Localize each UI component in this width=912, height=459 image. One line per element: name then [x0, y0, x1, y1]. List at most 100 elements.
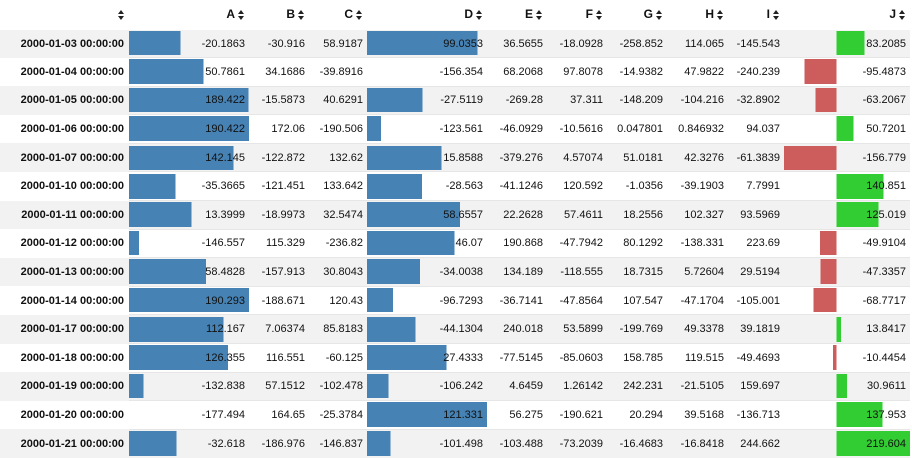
cell-value: 7.7991: [746, 180, 780, 193]
cell-value: 189.422: [205, 94, 245, 107]
sort-icon[interactable]: [536, 9, 543, 20]
cell-value: -49.4693: [736, 351, 780, 364]
cell-value: -95.4873: [862, 65, 906, 78]
cell-e: -41.1246: [487, 171, 547, 201]
cell-value: -190.621: [559, 409, 603, 422]
sort-icon[interactable]: [899, 9, 906, 20]
cell-value: 190.293: [205, 294, 245, 307]
cell-e: -46.0929: [487, 114, 547, 144]
cell-c: 32.5474: [309, 200, 367, 230]
cell-g: -1.0356: [607, 171, 667, 201]
row-index-label: 2000-01-12 00:00:00: [20, 237, 124, 250]
column-header-c[interactable]: C: [309, 0, 367, 30]
cell-f: -118.555: [547, 257, 607, 287]
sort-icon[interactable]: [118, 9, 125, 20]
cell-value: -25.3784: [319, 409, 363, 422]
cell-a: 13.3999: [129, 200, 249, 230]
column-header-label: E: [524, 7, 533, 21]
cell-value: -46.0929: [499, 123, 543, 136]
cell-value: 0.047801: [617, 123, 663, 136]
cell-value: 27.4333: [443, 351, 483, 364]
cell-value: 58.9187: [323, 37, 363, 50]
sort-icon[interactable]: [596, 9, 603, 20]
cell-value: -60.125: [325, 351, 363, 364]
table-body: 2000-01-03 00:00:00 -20.1863 -30.916 58.918…: [0, 28, 910, 458]
cell-j: 137.953: [784, 400, 910, 430]
cell-e: 56.275: [487, 400, 547, 430]
column-header-j[interactable]: J: [784, 0, 910, 30]
cell-value: -103.488: [499, 437, 543, 450]
cell-i: 93.5969: [728, 200, 784, 230]
sort-icon[interactable]: [717, 9, 724, 20]
cell-value: 116.551: [266, 351, 305, 364]
cell-value: -10.5616: [559, 123, 603, 136]
cell-value: 134.189: [503, 266, 543, 279]
column-header-a[interactable]: A: [129, 0, 249, 30]
cell-g: 18.7315: [607, 257, 667, 287]
column-header-i[interactable]: I: [728, 0, 784, 30]
cell-d: -44.1304: [367, 314, 487, 344]
cell-value: -36.7141: [499, 294, 543, 307]
cell-c: -102.478: [309, 371, 367, 401]
column-header-e[interactable]: E: [487, 0, 547, 30]
cell-value: 1.26142: [563, 380, 603, 393]
cell-value: 18.7315: [623, 266, 663, 279]
cell-a: 190.422: [129, 114, 249, 144]
cell-value: -15.5873: [261, 94, 305, 107]
row-index-label: 2000-01-18 00:00:00: [20, 351, 124, 364]
cell-value: -240.239: [736, 65, 780, 78]
cell-a: 58.4828: [129, 257, 249, 287]
cell-f: -18.0928: [547, 28, 607, 58]
cell-h: -39.1903: [667, 171, 728, 201]
cell-value: -30.916: [267, 37, 305, 50]
cell-g: -258.852: [607, 28, 667, 58]
cell-b: 7.06374: [249, 314, 309, 344]
sort-icon[interactable]: [476, 9, 483, 20]
cell-value: 53.5899: [563, 323, 603, 336]
cell-c: -60.125: [309, 343, 367, 373]
cell-h: 47.9822: [667, 57, 728, 87]
cell-c: 30.8043: [309, 257, 367, 287]
cell-c: 132.62: [309, 142, 367, 172]
row-index-label: 2000-01-17 00:00:00: [20, 323, 124, 336]
cell-value: -10.4454: [862, 351, 906, 364]
sort-icon[interactable]: [298, 9, 305, 20]
cell-value: 240.018: [503, 323, 543, 336]
cell-a: -20.1863: [129, 28, 249, 58]
column-header-h[interactable]: H: [667, 0, 728, 30]
sort-icon[interactable]: [356, 9, 363, 20]
cell-h: 42.3276: [667, 142, 728, 172]
table-row: 2000-01-17 00:00:00 112.167 7.06374 85.8183…: [0, 314, 910, 344]
cell-value: 242.231: [623, 380, 663, 393]
index-header[interactable]: [0, 0, 129, 30]
cell-value: -102.478: [319, 380, 363, 393]
cell-d: 27.4333: [367, 343, 487, 373]
row-index-label: 2000-01-14 00:00:00: [20, 294, 124, 307]
column-header-label: F: [585, 7, 593, 21]
cell-value: 57.4611: [564, 208, 603, 221]
cell-value: -73.2039: [559, 437, 603, 450]
cell-j: 30.9611: [784, 371, 910, 401]
cell-f: -47.7942: [547, 228, 607, 258]
cell-j: -10.4454: [784, 343, 910, 373]
cell-value: 120.592: [563, 180, 603, 193]
cell-d: 15.8588: [367, 142, 487, 172]
sort-icon[interactable]: [773, 9, 780, 20]
cell-b: -18.9973: [249, 200, 309, 230]
cell-b: 57.1512: [249, 371, 309, 401]
column-header-f[interactable]: F: [547, 0, 607, 30]
column-header-d[interactable]: D: [367, 0, 487, 30]
column-header-g[interactable]: G: [607, 0, 667, 30]
cell-c: 40.6291: [309, 85, 367, 115]
cell-value: 22.2628: [503, 208, 543, 221]
sort-icon[interactable]: [656, 9, 663, 20]
cell-b: -121.451: [249, 171, 309, 201]
row-index-label: 2000-01-06 00:00:00: [20, 123, 124, 136]
cell-d: -123.561: [367, 114, 487, 144]
column-header-b[interactable]: B: [249, 0, 309, 30]
cell-g: 20.294: [607, 400, 667, 430]
cell-value: -177.494: [201, 409, 245, 422]
sort-icon[interactable]: [238, 9, 245, 20]
column-header-label: G: [643, 7, 653, 21]
